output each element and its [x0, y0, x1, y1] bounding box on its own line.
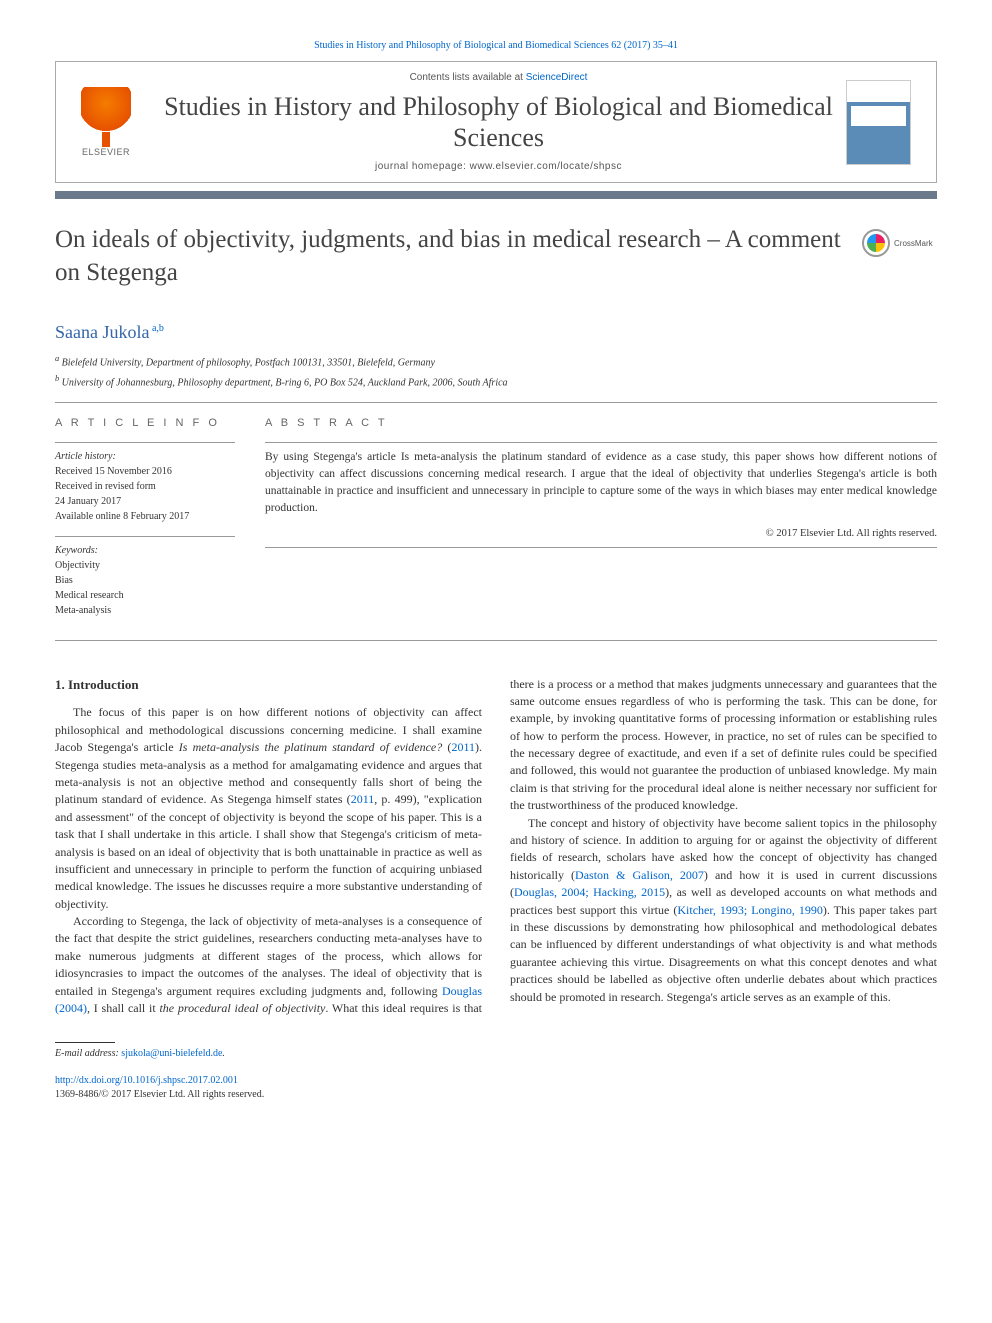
elsevier-logo[interactable]: ELSEVIER — [71, 82, 141, 162]
citation-link[interactable]: 2011 — [451, 740, 475, 754]
author-affil-marks: a,b — [149, 323, 163, 334]
citation-link[interactable]: Daston & Galison, 2007 — [575, 868, 704, 882]
sciencedirect-link[interactable]: ScienceDirect — [526, 72, 588, 83]
corresponding-email: E-mail address: sjukola@uni-bielefeld.de… — [55, 1048, 937, 1059]
elsevier-tree-icon — [81, 87, 131, 142]
citation-link[interactable]: Douglas, 2004; Hacking, 2015 — [514, 885, 665, 899]
abstract-text: By using Stegenga's article Is meta-anal… — [265, 449, 937, 518]
publisher-name: ELSEVIER — [82, 147, 130, 157]
footnote-rule — [55, 1042, 115, 1043]
section-heading: 1. Introduction — [55, 676, 482, 695]
homepage-url[interactable]: www.elsevier.com/locate/shpsc — [470, 161, 622, 172]
footer: http://dx.doi.org/10.1016/j.shpsc.2017.0… — [55, 1074, 937, 1102]
running-header: Studies in History and Philosophy of Bio… — [55, 40, 937, 51]
journal-cover-thumbnail[interactable] — [846, 80, 911, 165]
publisher-logo-container: ELSEVIER — [71, 82, 151, 162]
crossmark-label: CrossMark — [894, 239, 933, 248]
crossmark-icon — [862, 229, 890, 257]
email-link[interactable]: sjukola@uni-bielefeld.de — [121, 1048, 222, 1059]
affiliation-b: b University of Johannesburg, Philosophy… — [55, 373, 937, 390]
author-name: Saana Jukola a,b — [55, 322, 937, 343]
contents-line: Contents lists available at ScienceDirec… — [151, 72, 846, 83]
abstract-copyright: © 2017 Elsevier Ltd. All rights reserved… — [265, 526, 937, 542]
banner-rule — [55, 191, 937, 199]
paragraph: The concept and history of objectivity h… — [510, 815, 937, 1006]
crossmark-badge[interactable]: CrossMark — [862, 229, 937, 257]
citation-link[interactable]: 2011 — [351, 792, 375, 806]
doi-link[interactable]: http://dx.doi.org/10.1016/j.shpsc.2017.0… — [55, 1075, 238, 1086]
divider — [55, 640, 937, 641]
cover-thumb-container — [846, 80, 921, 165]
journal-title: Studies in History and Philosophy of Bio… — [151, 91, 846, 153]
keywords: Keywords: Objectivity Bias Medical resea… — [55, 543, 235, 618]
journal-banner: ELSEVIER Contents lists available at Sci… — [55, 61, 937, 183]
article-title: On ideals of objectivity, judgments, and… — [55, 224, 862, 289]
article-body: 1. Introduction The focus of this paper … — [55, 676, 937, 1018]
article-history: Article history: Received 15 November 20… — [55, 449, 235, 524]
citation-link[interactable]: Kitcher, 1993; Longino, 1990 — [677, 903, 823, 917]
homepage-line: journal homepage: www.elsevier.com/locat… — [151, 161, 846, 172]
divider — [55, 402, 937, 403]
issn-copyright: 1369-8486/© 2017 Elsevier Ltd. All right… — [55, 1089, 264, 1100]
abstract-heading: A B S T R A C T — [265, 415, 937, 432]
article-info-heading: A R T I C L E I N F O — [55, 415, 235, 432]
affiliation-a: a Bielefeld University, Department of ph… — [55, 353, 937, 370]
paragraph: The focus of this paper is on how differ… — [55, 704, 482, 913]
citation-link[interactable]: Studies in History and Philosophy of Bio… — [314, 40, 678, 51]
